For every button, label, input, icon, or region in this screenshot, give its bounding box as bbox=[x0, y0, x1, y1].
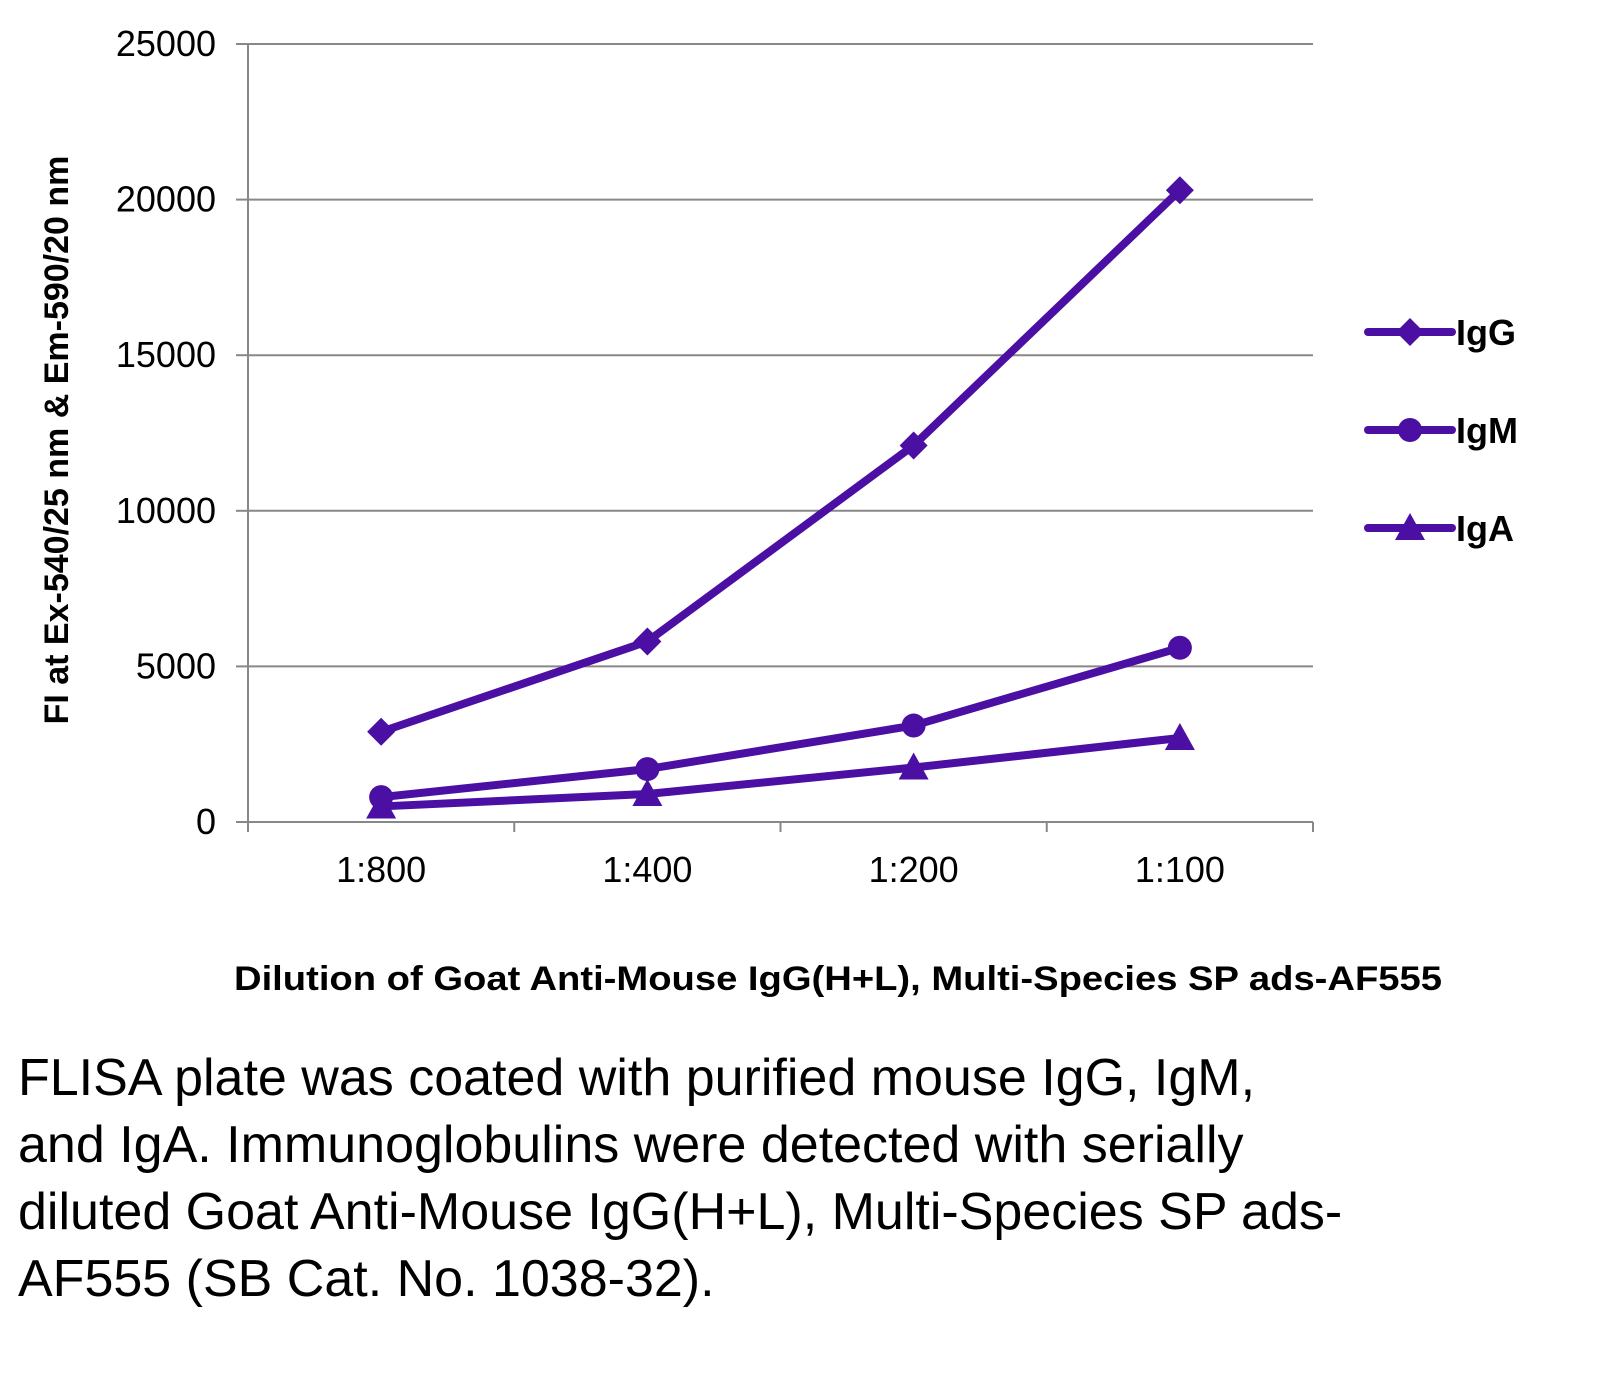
series-line bbox=[377, 643, 1184, 802]
figure-caption: FLISA plate was coated with purified mou… bbox=[18, 1049, 1343, 1308]
legend-label: IgG bbox=[1456, 312, 1516, 353]
legend-label: IgA bbox=[1456, 508, 1514, 549]
y-tick-label: 5000 bbox=[136, 645, 216, 686]
series-iga bbox=[366, 722, 1195, 819]
data-point bbox=[1165, 176, 1194, 205]
x-tick-labels: 1:800 1:400 1:200 1:100 bbox=[336, 849, 1225, 890]
data-point bbox=[366, 791, 397, 819]
gridlines bbox=[236, 43, 1313, 823]
legend-item-iga: IgA bbox=[1364, 508, 1514, 549]
y-tick-label: 25000 bbox=[116, 23, 216, 64]
series-line bbox=[377, 186, 1184, 736]
y-tick-label: 10000 bbox=[116, 490, 216, 531]
legend: IgG IgM IgA bbox=[1364, 312, 1518, 549]
data-point bbox=[899, 431, 928, 460]
data-point bbox=[635, 757, 660, 782]
legend-label: IgM bbox=[1456, 410, 1518, 451]
legend-marker bbox=[1395, 513, 1425, 540]
x-tick-label: 1:200 bbox=[869, 849, 959, 890]
y-axis-title: FI at Ex-540/25 nm & Em-590/20 nm bbox=[38, 156, 76, 725]
legend-item-igg: IgG bbox=[1364, 312, 1516, 353]
series-group bbox=[366, 176, 1195, 819]
data-point bbox=[901, 713, 926, 738]
legend-marker bbox=[1398, 418, 1422, 442]
y-tick-labels: 0 5000 10000 15000 20000 25000 bbox=[116, 23, 216, 842]
y-tick-label: 15000 bbox=[116, 334, 216, 375]
legend-item-igm: IgM bbox=[1364, 410, 1518, 451]
series-line bbox=[377, 733, 1184, 811]
x-tick-label: 1:800 bbox=[336, 849, 426, 890]
data-point bbox=[367, 717, 396, 746]
x-tick-label: 1:400 bbox=[602, 849, 692, 890]
data-point bbox=[1167, 635, 1192, 660]
data-point bbox=[898, 752, 929, 780]
axes bbox=[247, 44, 1314, 832]
data-point bbox=[632, 778, 663, 806]
series-igm bbox=[369, 635, 1192, 810]
series-igg bbox=[367, 176, 1194, 746]
y-tick-label: 0 bbox=[196, 801, 216, 842]
legend-marker bbox=[1396, 318, 1424, 346]
x-tick-label: 1:100 bbox=[1135, 849, 1225, 890]
data-point bbox=[1164, 722, 1195, 750]
x-axis-title: Dilution of Goat Anti-Mouse IgG(H+L), Mu… bbox=[234, 960, 1442, 998]
data-point bbox=[633, 627, 662, 656]
line-chart: 0 5000 10000 15000 20000 25000 1:800 1:400 1:20… bbox=[38, 23, 1518, 998]
y-tick-label: 20000 bbox=[116, 179, 216, 220]
